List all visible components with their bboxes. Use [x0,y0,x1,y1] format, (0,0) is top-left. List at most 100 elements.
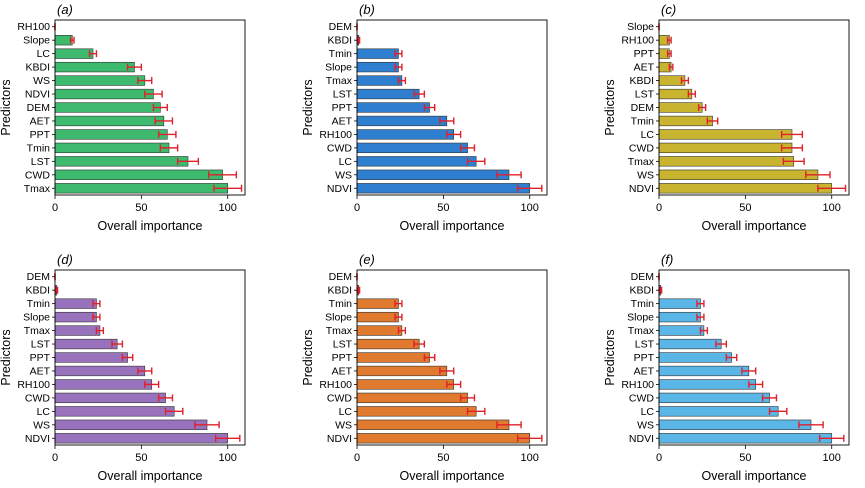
y-tick-label: Tmin [631,115,654,127]
x-tick-label: 100 [521,452,539,464]
y-tick-label: PPT [332,352,353,364]
bar-aet [356,365,448,377]
plot-frame [658,19,850,196]
bar-rh100 [356,379,455,390]
error-bar-kbdi [55,286,59,294]
x-axis-label: Overall importance [400,219,505,233]
bar-ws [658,419,812,430]
error-bar-lst [413,90,426,98]
y-tick-label: LST [333,339,353,351]
x-axis-label: Overall importance [702,469,807,483]
y-tick-label: LC [339,156,353,168]
bar-tmin [54,298,97,309]
y-tick-label: Slope [627,21,654,33]
panel-label: (b) [359,2,375,17]
y-tick-label: AET [332,365,353,377]
y-tick-label: KBDI [629,285,654,297]
error-bar-ndvi [214,434,241,442]
error-bar-slope [394,63,403,71]
y-tick-label: LC [641,406,655,418]
error-bar-aet [668,63,674,71]
y-tick-label: Slope [627,312,654,324]
y-tick-label: Tmin [27,298,50,310]
error-bar-lst [413,340,426,348]
error-bar-tmin [92,300,101,308]
error-bar-ndvi [144,90,163,98]
error-bar-slope [92,313,101,321]
x-tick-label: 0 [52,452,58,464]
error-bar-dem [152,104,168,111]
error-bar-kbdi [659,286,663,294]
y-tick-label: KBDI [327,285,352,297]
bar-rh100 [658,379,757,390]
bar-cwd [658,392,770,404]
x-tick-label: 100 [219,452,237,464]
bar-tmax [356,325,403,336]
bar-cwd [54,169,223,180]
error-bar-tmax [213,184,243,192]
error-bar-tmax [397,327,407,335]
bar-ws [356,419,510,430]
bar-ppt [54,129,168,140]
x-tick-label: 50 [739,202,751,214]
y-tick-label: RH100 [17,21,50,33]
y-tick-label: AET [332,115,353,127]
x-tick-label: 50 [135,202,147,214]
bar-ppt [356,352,430,363]
error-bar-tmax [699,327,709,335]
error-bar-aet [439,367,455,375]
y-tick-label: LST [635,339,655,351]
y-axis-label: Predictors [603,329,617,385]
bar-cwd [356,142,468,154]
x-tick-label: 50 [135,452,147,464]
y-tick-label: CWD [327,392,352,404]
y-tick-label: NDVI [25,89,50,101]
y-tick-label: LST [31,339,51,351]
y-tick-label: LC [641,129,655,141]
bar-tmin [356,298,399,309]
y-tick-label: LC [37,406,51,418]
error-bar-ppt [725,354,738,361]
panel-label: (c) [661,2,676,17]
error-bar-lst [176,157,200,165]
error-bar-tmin [696,300,705,308]
y-tick-label: Slope [23,35,50,47]
error-bar-lc [768,407,788,415]
y-tick-label: Tmax [628,325,655,337]
y-axis-label: Predictors [301,329,315,385]
y-tick-label: DEM [27,102,50,114]
bar-cwd [658,142,793,154]
y-tick-label: WS [33,419,50,431]
error-bar-ws [798,421,824,429]
error-bar-aet [154,117,174,125]
bar-slope [356,311,399,323]
y-tick-label: PPT [30,352,51,364]
bar-ndvi [356,183,531,194]
x-tick-label: 0 [354,202,360,214]
bar-tmin [54,142,170,154]
error-bar-cwd [780,144,804,152]
error-bar-ndvi [817,184,847,192]
error-bar-ws [194,421,220,429]
bar-lc [658,406,779,417]
y-tick-label: Tmin [631,298,654,310]
error-bar-ppt [157,130,177,138]
y-tick-label: Tmax [326,325,353,337]
bar-ws [356,169,510,180]
bar-cwd [54,392,166,404]
error-bar-kbdi [357,36,361,44]
error-bar-slope [69,36,75,44]
plot-frame [356,269,548,446]
bar-ppt [54,352,128,363]
y-tick-label: RH100 [621,35,654,47]
bar-ws [54,75,146,86]
panel-label: (a) [57,2,73,17]
x-tick-label: 50 [739,452,751,464]
x-tick-label: 0 [354,452,360,464]
bar-lc [356,406,477,417]
error-bar-ws [496,171,522,179]
y-tick-label: WS [335,419,352,431]
